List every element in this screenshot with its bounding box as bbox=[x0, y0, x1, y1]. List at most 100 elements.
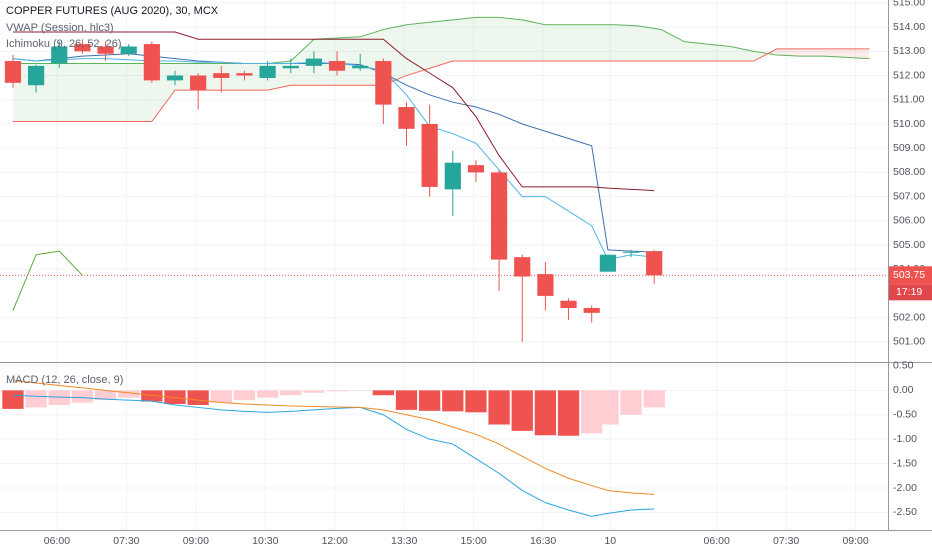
histogram-bar bbox=[620, 390, 642, 415]
candle-body bbox=[74, 44, 91, 52]
histogram-bar bbox=[465, 390, 487, 413]
candle-body bbox=[51, 46, 68, 64]
histogram-bar bbox=[534, 390, 557, 436]
macd-line bbox=[12, 380, 655, 495]
candle-body bbox=[28, 65, 45, 86]
indicator-line bbox=[12, 250, 83, 311]
candle-body bbox=[166, 75, 184, 81]
cloud-fill bbox=[684, 41, 708, 62]
y-tick-label: 511.00 bbox=[893, 94, 924, 106]
y-tick-label: 502.00 bbox=[893, 311, 925, 323]
candle-body bbox=[4, 61, 22, 83]
leading-line bbox=[12, 48, 870, 123]
y-tick-label: 514.00 bbox=[893, 21, 925, 33]
cloud-fill bbox=[614, 24, 638, 62]
x-tick-label: 06:00 bbox=[44, 535, 70, 547]
cloud-fill bbox=[313, 38, 338, 86]
macd-title: MACD (12, 26, close, 9) bbox=[6, 374, 123, 386]
y-tick-label: 509.00 bbox=[893, 142, 925, 154]
y-tick-label: 515.00 bbox=[893, 0, 925, 9]
histogram-bar bbox=[395, 390, 418, 410]
candle-body bbox=[398, 107, 415, 129]
candle-body bbox=[444, 162, 461, 190]
indicator-line bbox=[12, 31, 655, 192]
cloud-fill bbox=[568, 24, 592, 62]
last-price-box bbox=[889, 266, 932, 285]
candle-body bbox=[190, 75, 207, 91]
y-tick-label: 506.00 bbox=[893, 215, 925, 227]
x-tick-label: 09:00 bbox=[183, 535, 209, 547]
histogram-bar bbox=[488, 390, 510, 425]
cloud-fill bbox=[105, 63, 129, 122]
y-tick-label: -1.00 bbox=[893, 433, 917, 445]
y-tick-label: 507.00 bbox=[893, 190, 925, 202]
y-tick-label: -2.50 bbox=[893, 506, 917, 518]
x-tick-label: 13:30 bbox=[391, 535, 417, 547]
y-tick-label: 513.00 bbox=[893, 45, 925, 57]
x-tick-label: 15:00 bbox=[460, 535, 486, 547]
candle-body bbox=[646, 251, 663, 276]
x-tick-label: 09:00 bbox=[842, 535, 868, 547]
cloud-fill bbox=[707, 44, 731, 62]
histogram-bar bbox=[442, 390, 464, 412]
histogram-bar bbox=[233, 390, 256, 401]
candle-body bbox=[375, 61, 392, 105]
candle-body bbox=[514, 257, 531, 277]
indicator-label: Ichimoku (9, 26, 52, 26) bbox=[6, 38, 122, 50]
histogram-bar bbox=[511, 390, 533, 431]
y-tick-label: 508.00 bbox=[893, 166, 925, 178]
candle-body bbox=[421, 123, 438, 187]
candle-body bbox=[236, 73, 253, 76]
histogram-bar bbox=[94, 390, 117, 401]
cloud-fill bbox=[221, 63, 245, 91]
candle-body bbox=[352, 65, 369, 69]
cloud-fill bbox=[637, 25, 662, 62]
y-tick-label: 0.50 bbox=[893, 360, 914, 372]
histogram-bar bbox=[187, 390, 209, 405]
histogram-bar bbox=[372, 390, 394, 396]
histogram-bar bbox=[71, 390, 94, 403]
y-tick-label: 505.00 bbox=[893, 239, 925, 251]
cloud-fill bbox=[429, 19, 453, 69]
candle-body bbox=[583, 308, 600, 313]
candle-body bbox=[120, 46, 137, 54]
cloud-fill bbox=[475, 17, 500, 62]
candle-body bbox=[97, 46, 114, 54]
histogram-bar bbox=[118, 390, 140, 398]
chart-title: COPPER FUTURES (AUG 2020), 30, MCX bbox=[6, 5, 219, 17]
x-tick-label: 06:00 bbox=[704, 535, 730, 547]
cloud-fill bbox=[499, 17, 523, 62]
candle-body bbox=[599, 254, 616, 272]
y-tick-label: 510.00 bbox=[893, 118, 925, 130]
candle-body bbox=[490, 172, 508, 260]
histogram-bar bbox=[581, 390, 603, 434]
histogram-bar bbox=[643, 390, 665, 408]
y-tick-label: 0.00 bbox=[893, 384, 914, 396]
y-tick-label: -0.50 bbox=[893, 409, 917, 421]
cloud-fill bbox=[290, 39, 314, 86]
candle-body bbox=[213, 73, 230, 78]
cloud-fill bbox=[823, 48, 847, 58]
cloud-fill bbox=[800, 48, 824, 57]
histogram-bar bbox=[256, 390, 279, 398]
histogram-bar bbox=[326, 390, 348, 392]
histogram-bar bbox=[557, 390, 580, 436]
candle-body bbox=[328, 61, 346, 71]
macd-line bbox=[12, 394, 655, 517]
cloud-fill bbox=[452, 17, 476, 62]
histogram-bar bbox=[418, 390, 441, 411]
last-price-label: 503.75 bbox=[893, 269, 925, 281]
x-tick-label: 07:30 bbox=[773, 535, 799, 547]
cloud-fill bbox=[522, 19, 546, 62]
cloud-fill bbox=[82, 63, 106, 122]
y-tick-label: -2.00 bbox=[893, 482, 917, 494]
histogram-bar bbox=[210, 390, 232, 403]
indicator-label: VWAP (Session, hlc3) bbox=[6, 22, 114, 34]
cloud-fill bbox=[846, 48, 870, 59]
y-tick-label: -1.50 bbox=[893, 457, 917, 469]
candle-body bbox=[537, 274, 554, 296]
cloud-fill bbox=[591, 24, 615, 62]
candle-body bbox=[282, 65, 299, 69]
histogram-bar bbox=[2, 390, 24, 409]
cloud-fill bbox=[406, 22, 430, 76]
